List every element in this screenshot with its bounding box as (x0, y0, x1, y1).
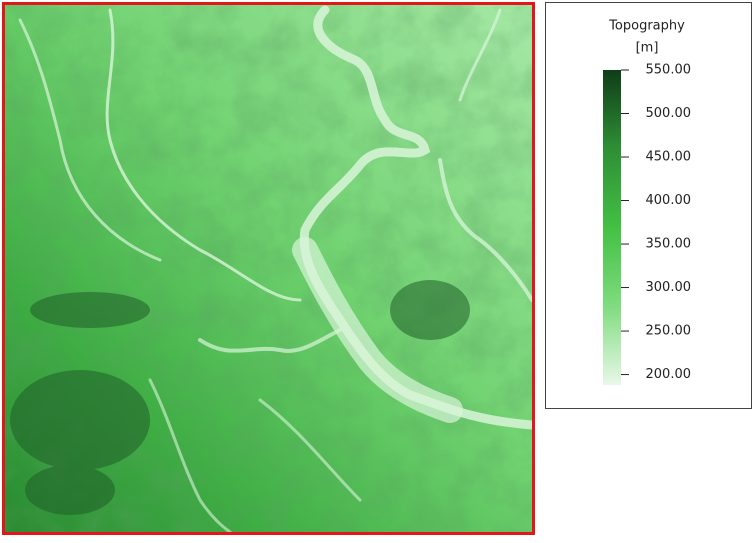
colorbar-tick-label: 200.00 (646, 367, 692, 382)
legend-unit: [m] (636, 41, 659, 56)
colorbar (603, 70, 621, 385)
colorbar-tick-label: 550.00 (646, 63, 692, 78)
legend-box (545, 2, 752, 409)
colorbar-tick-label: 350.00 (646, 237, 692, 252)
legend: Topography [m] 550.00 500.00 450.00 400.00 3… (545, 2, 752, 409)
colorbar-tick-label: 400.00 (646, 193, 692, 208)
colorbar-tick-label: 250.00 (646, 324, 692, 339)
colorbar-tick-label: 500.00 (646, 106, 692, 121)
legend-title: Topography (608, 19, 685, 34)
colorbar-tick-label: 450.00 (646, 150, 692, 165)
ridges (10, 280, 470, 515)
colorbar-tick-label: 300.00 (646, 280, 692, 295)
rivers (18, 5, 532, 532)
selection-frame (2, 2, 535, 535)
map (5, 5, 532, 532)
